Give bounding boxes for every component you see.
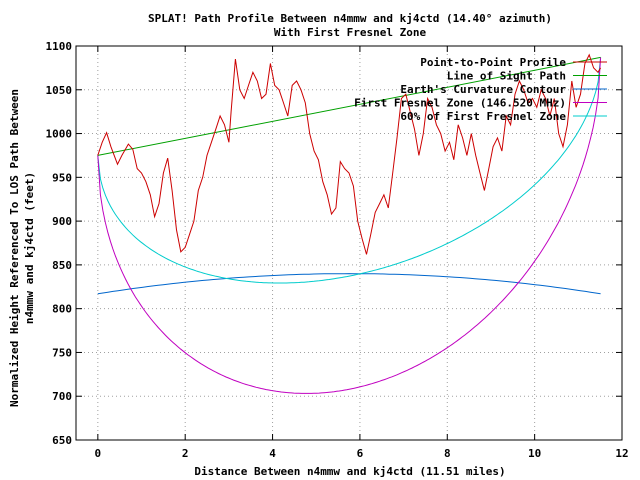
series-line-line-of-sight-path <box>97 56 601 156</box>
chart-title: SPLAT! Path Profile Between n4mmw and kj… <box>148 12 552 25</box>
x-tick-label: 2 <box>182 447 189 460</box>
x-tick-label: 0 <box>95 447 102 460</box>
legend-label: Line of Sight Path <box>447 70 566 83</box>
axis-ticks: 0 2 4 6 8 10 12 650 700 750 800 850 900 950 1000 1050 11… <box>46 40 629 460</box>
y-tick-label: 650 <box>52 434 72 447</box>
y-tick-label: 850 <box>52 259 72 272</box>
series-layer <box>97 53 602 394</box>
plot-frame <box>75 45 623 441</box>
y-tick-label: 1050 <box>46 84 73 97</box>
legend-label: First Fresnel Zone (146.520 MHz) <box>354 97 566 110</box>
y-tick-label: 950 <box>52 171 72 184</box>
x-tick-label: 6 <box>357 447 364 460</box>
series-line-first-fresnel-zone-146-520-mhz <box>97 57 602 394</box>
y-tick-label: 1000 <box>46 128 73 141</box>
series-line-60-of-first-fresnel-zone <box>97 57 602 284</box>
y-axis-label-line-2: n4mmw and kj4ctd (feet) <box>23 172 36 324</box>
y-axis-label-line-1: Normalized Height Referenced To LOS Path… <box>8 89 21 407</box>
chart-subtitle: With First Fresnel Zone <box>274 26 427 39</box>
x-tick-label: 12 <box>615 447 628 460</box>
y-tick-label: 900 <box>52 215 72 228</box>
x-tick-label: 8 <box>444 447 451 460</box>
legend-label: 60% of First Fresnel Zone <box>400 110 566 123</box>
y-tick-label: 1100 <box>46 40 73 53</box>
x-tick-label: 10 <box>528 447 541 460</box>
y-tick-label: 700 <box>52 390 72 403</box>
x-tick-label: 4 <box>269 447 276 460</box>
legend-label: Earth's Curvature Contour <box>400 83 566 96</box>
series-line-earth-s-curvature-contour <box>97 273 601 295</box>
y-tick-label: 800 <box>52 303 72 316</box>
x-axis-label: Distance Between n4mmw and kj4ctd (11.51… <box>194 465 505 478</box>
series-line-point-to-point-profile <box>97 53 602 255</box>
legend-label: Point-to-Point Profile <box>420 56 566 69</box>
y-tick-label: 750 <box>52 346 72 359</box>
